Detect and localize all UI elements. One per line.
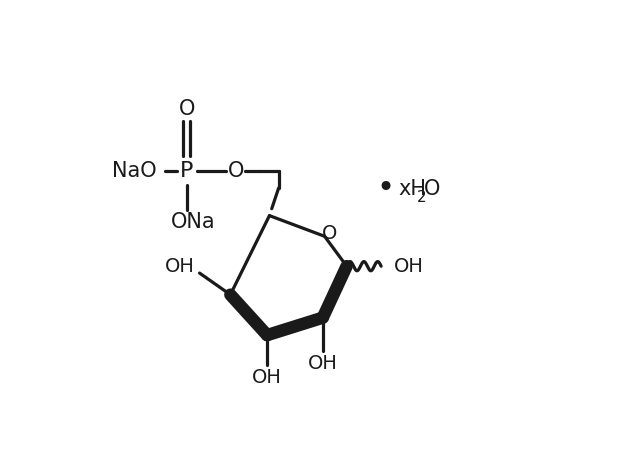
Text: OH: OH <box>252 368 282 387</box>
Text: NaO: NaO <box>111 161 156 181</box>
Text: OH: OH <box>165 256 195 276</box>
Text: O: O <box>424 179 440 199</box>
Text: P: P <box>180 161 193 181</box>
Text: OH: OH <box>394 256 424 276</box>
Text: O: O <box>321 224 337 242</box>
Text: ONa: ONa <box>172 212 216 232</box>
Text: O: O <box>228 161 244 181</box>
Text: OH: OH <box>308 354 338 373</box>
Text: O: O <box>179 99 195 119</box>
Text: •: • <box>377 174 395 203</box>
Text: xH: xH <box>398 179 426 199</box>
Text: 2: 2 <box>417 190 426 205</box>
